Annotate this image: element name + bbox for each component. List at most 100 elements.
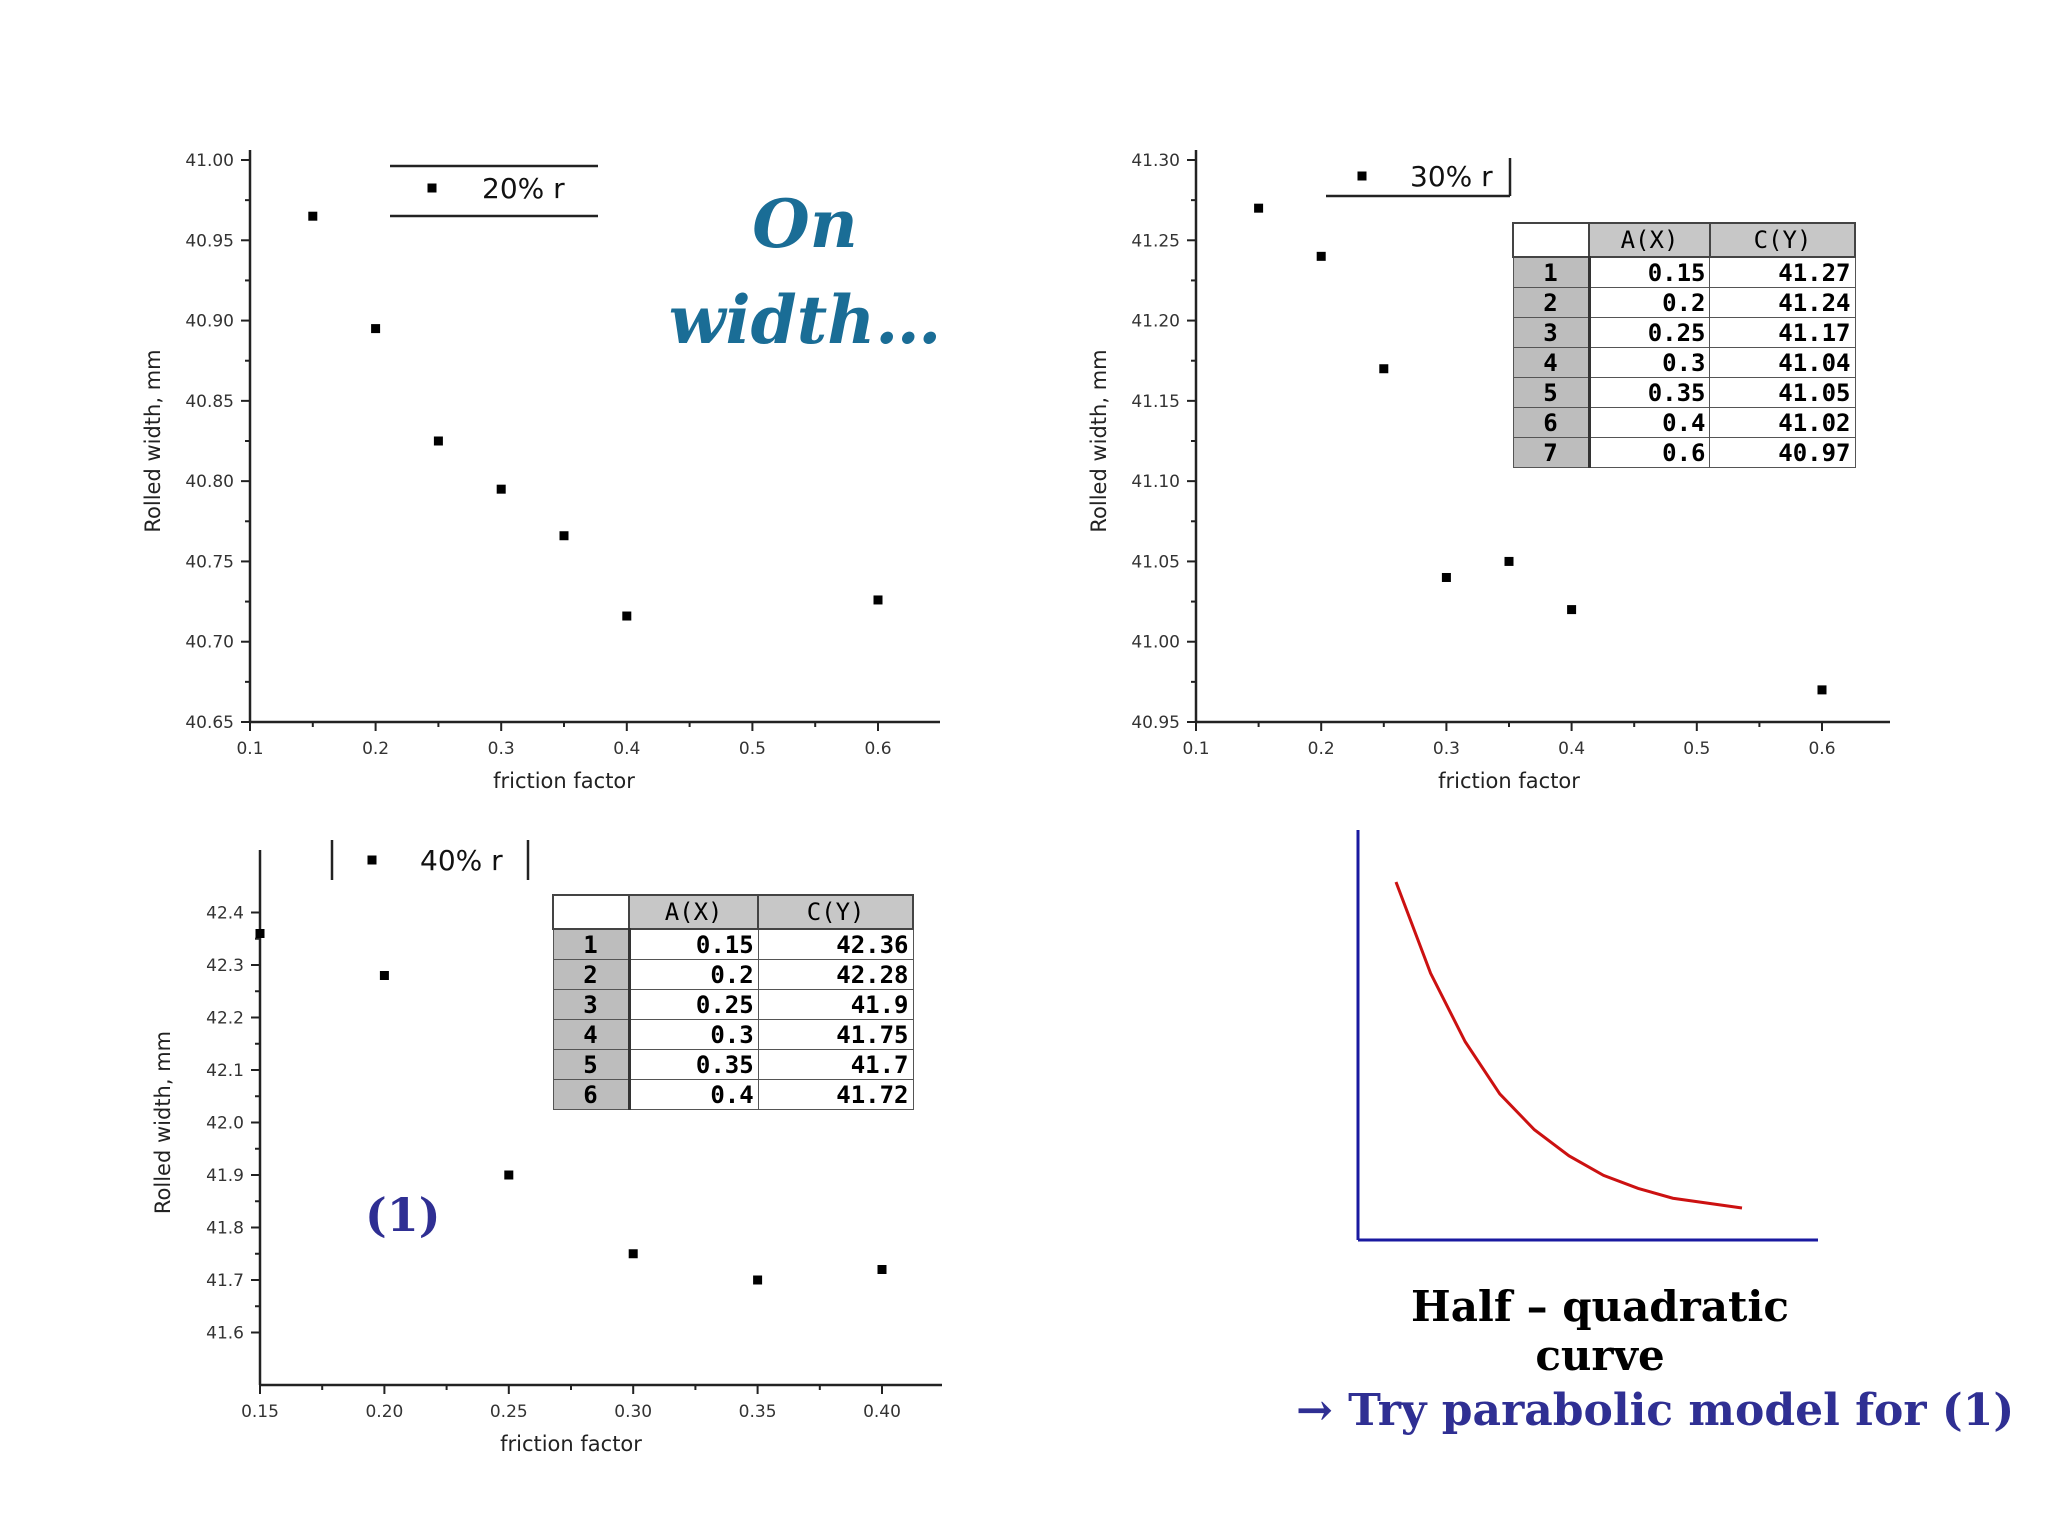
row-number: 2: [552, 959, 631, 990]
table-cell: 42.36: [757, 928, 914, 960]
y-tick-label: 41.05: [1131, 552, 1180, 572]
curve-caption: Half – quadratic curve: [1411, 1282, 1789, 1380]
x-tick-label: 0.5: [1683, 739, 1710, 759]
y-tick-label: 41.8: [206, 1219, 244, 1239]
data-point: [1504, 556, 1514, 566]
data-point: [873, 595, 883, 605]
table-cell: 0.3: [1588, 347, 1711, 378]
x-axis-label: friction factor: [1438, 769, 1580, 793]
table-cell: 0.4: [628, 1079, 759, 1110]
x-axis-label: friction factor: [500, 1432, 642, 1456]
y-tick-label: 40.95: [1131, 713, 1180, 733]
y-axis-label: Rolled width, mm: [141, 349, 165, 532]
y-tick-label: 40.85: [185, 392, 234, 412]
row-number: 4: [552, 1019, 631, 1050]
table-row: 5 0.35 41.05: [1512, 377, 1856, 408]
table-row: 3 0.25 41.17: [1512, 317, 1856, 348]
table-cell: 41.72: [757, 1079, 914, 1110]
table-row: 4 0.3 41.04: [1512, 347, 1856, 378]
x-tick-label: 0.35: [739, 1402, 777, 1422]
data-point: [496, 484, 506, 494]
x-tick-label: 0.5: [739, 739, 766, 759]
row-number: 5: [552, 1049, 631, 1080]
row-number: 3: [1512, 317, 1591, 348]
data-point: [877, 1265, 887, 1274]
y-tick-label: 40.75: [185, 552, 234, 572]
data-point: [1254, 203, 1264, 213]
legend-label: 20% r: [482, 172, 565, 205]
table-cell: 0.2: [1588, 287, 1711, 318]
chart-30-percent: 0.1 0.2 0.3 0.4 0.5 0.641.3041.2541.2041.1541…: [1087, 150, 1890, 793]
data-point: [308, 211, 318, 221]
y-tick-label: 41.25: [1131, 231, 1180, 251]
row-number: 5: [1512, 377, 1591, 408]
x-tick-label: 0.1: [1182, 739, 1209, 759]
y-tick-label: 41.00: [185, 151, 234, 171]
table-row: 4 0.3 41.75: [552, 1019, 914, 1050]
y-tick-label: 42.0: [206, 1114, 244, 1134]
table-row: 5 0.35 41.7: [552, 1049, 914, 1080]
legend-label: 40% r: [420, 844, 503, 877]
x-tick-label: 0.2: [1308, 739, 1335, 759]
table-cell: 41.27: [1709, 256, 1856, 288]
row-number: 1: [1512, 256, 1591, 288]
legend-label: 30% r: [1410, 160, 1493, 193]
x-tick-label: 0.2: [362, 739, 389, 759]
x-axis-label: friction factor: [493, 769, 635, 793]
table-row: 1 0.15 41.27: [1512, 256, 1856, 288]
table-column-header: A(X): [1588, 222, 1711, 258]
table-cell: 0.25: [1588, 317, 1711, 348]
table-column-header: A(X): [627, 894, 760, 930]
y-tick-label: 40.95: [185, 231, 234, 251]
data-point: [753, 1275, 763, 1285]
x-tick-label: 0.15: [241, 1402, 279, 1422]
on-width-heading: On width…: [668, 185, 942, 359]
table-row: 1 0.15 42.36: [552, 928, 914, 960]
y-tick-label: 41.00: [1131, 633, 1180, 653]
data-point: [622, 611, 632, 621]
chart-40-percent: 0.15 0.20 0.25 0.30 0.35 0.4042.442.342.242.1…: [151, 840, 942, 1456]
data-point: [379, 971, 389, 980]
data-point: [255, 929, 265, 938]
data-point: [504, 1170, 514, 1180]
y-tick-label: 42.4: [206, 904, 244, 924]
table-cell: 0.15: [1588, 256, 1711, 288]
table-cell: 41.17: [1709, 317, 1856, 348]
y-tick-label: 41.20: [1131, 312, 1180, 332]
x-tick-label: 0.3: [1433, 739, 1460, 759]
data-point: [1567, 605, 1577, 615]
y-tick-label: 42.2: [206, 1009, 244, 1029]
table-cell: 0.4: [1588, 407, 1711, 438]
y-axis-label: Rolled width, mm: [151, 1031, 175, 1214]
equation-label: (1): [365, 1188, 441, 1242]
table-cell: 41.04: [1709, 347, 1856, 378]
row-number: 7: [1512, 437, 1591, 468]
legend-marker: [367, 855, 377, 865]
x-tick-label: 0.6: [864, 739, 891, 759]
table-cell: 0.2: [628, 959, 759, 990]
x-tick-label: 0.25: [490, 1402, 528, 1422]
data-point: [628, 1249, 638, 1259]
data-point: [1316, 251, 1326, 261]
table-cell: 41.24: [1709, 287, 1856, 318]
table-row: 6 0.4 41.72: [552, 1079, 914, 1110]
row-number: 3: [552, 989, 631, 1020]
table-row: 3 0.25 41.9: [552, 989, 914, 1020]
table-cell: 40.97: [1709, 437, 1856, 468]
table-cell: 41.05: [1709, 377, 1856, 408]
y-tick-label: 40.70: [185, 633, 234, 653]
data-table-40-percent: A(X) C(Y) 1 0.15 42.36 2 0.2 42.28 3 0.25 41.9 4 0.…: [552, 894, 914, 1110]
data-point: [371, 324, 381, 334]
y-tick-label: 42.1: [206, 1061, 244, 1081]
row-number: 2: [1512, 287, 1591, 318]
half-quadratic-curve-chart: [1356, 830, 1818, 1242]
y-tick-label: 40.80: [185, 472, 234, 492]
y-axis-label: Rolled width, mm: [1087, 349, 1111, 532]
table-cell: 41.75: [757, 1019, 914, 1050]
suggestion-text: → Try parabolic model for (1): [1296, 1385, 2015, 1436]
x-tick-label: 0.3: [488, 739, 515, 759]
table-cell: 41.7: [757, 1049, 914, 1080]
table-cell: 0.35: [1588, 377, 1711, 408]
y-tick-label: 41.7: [206, 1271, 244, 1291]
x-tick-label: 0.30: [614, 1402, 652, 1422]
